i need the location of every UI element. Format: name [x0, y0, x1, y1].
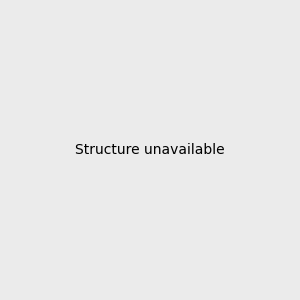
Text: Structure unavailable: Structure unavailable: [75, 143, 225, 157]
